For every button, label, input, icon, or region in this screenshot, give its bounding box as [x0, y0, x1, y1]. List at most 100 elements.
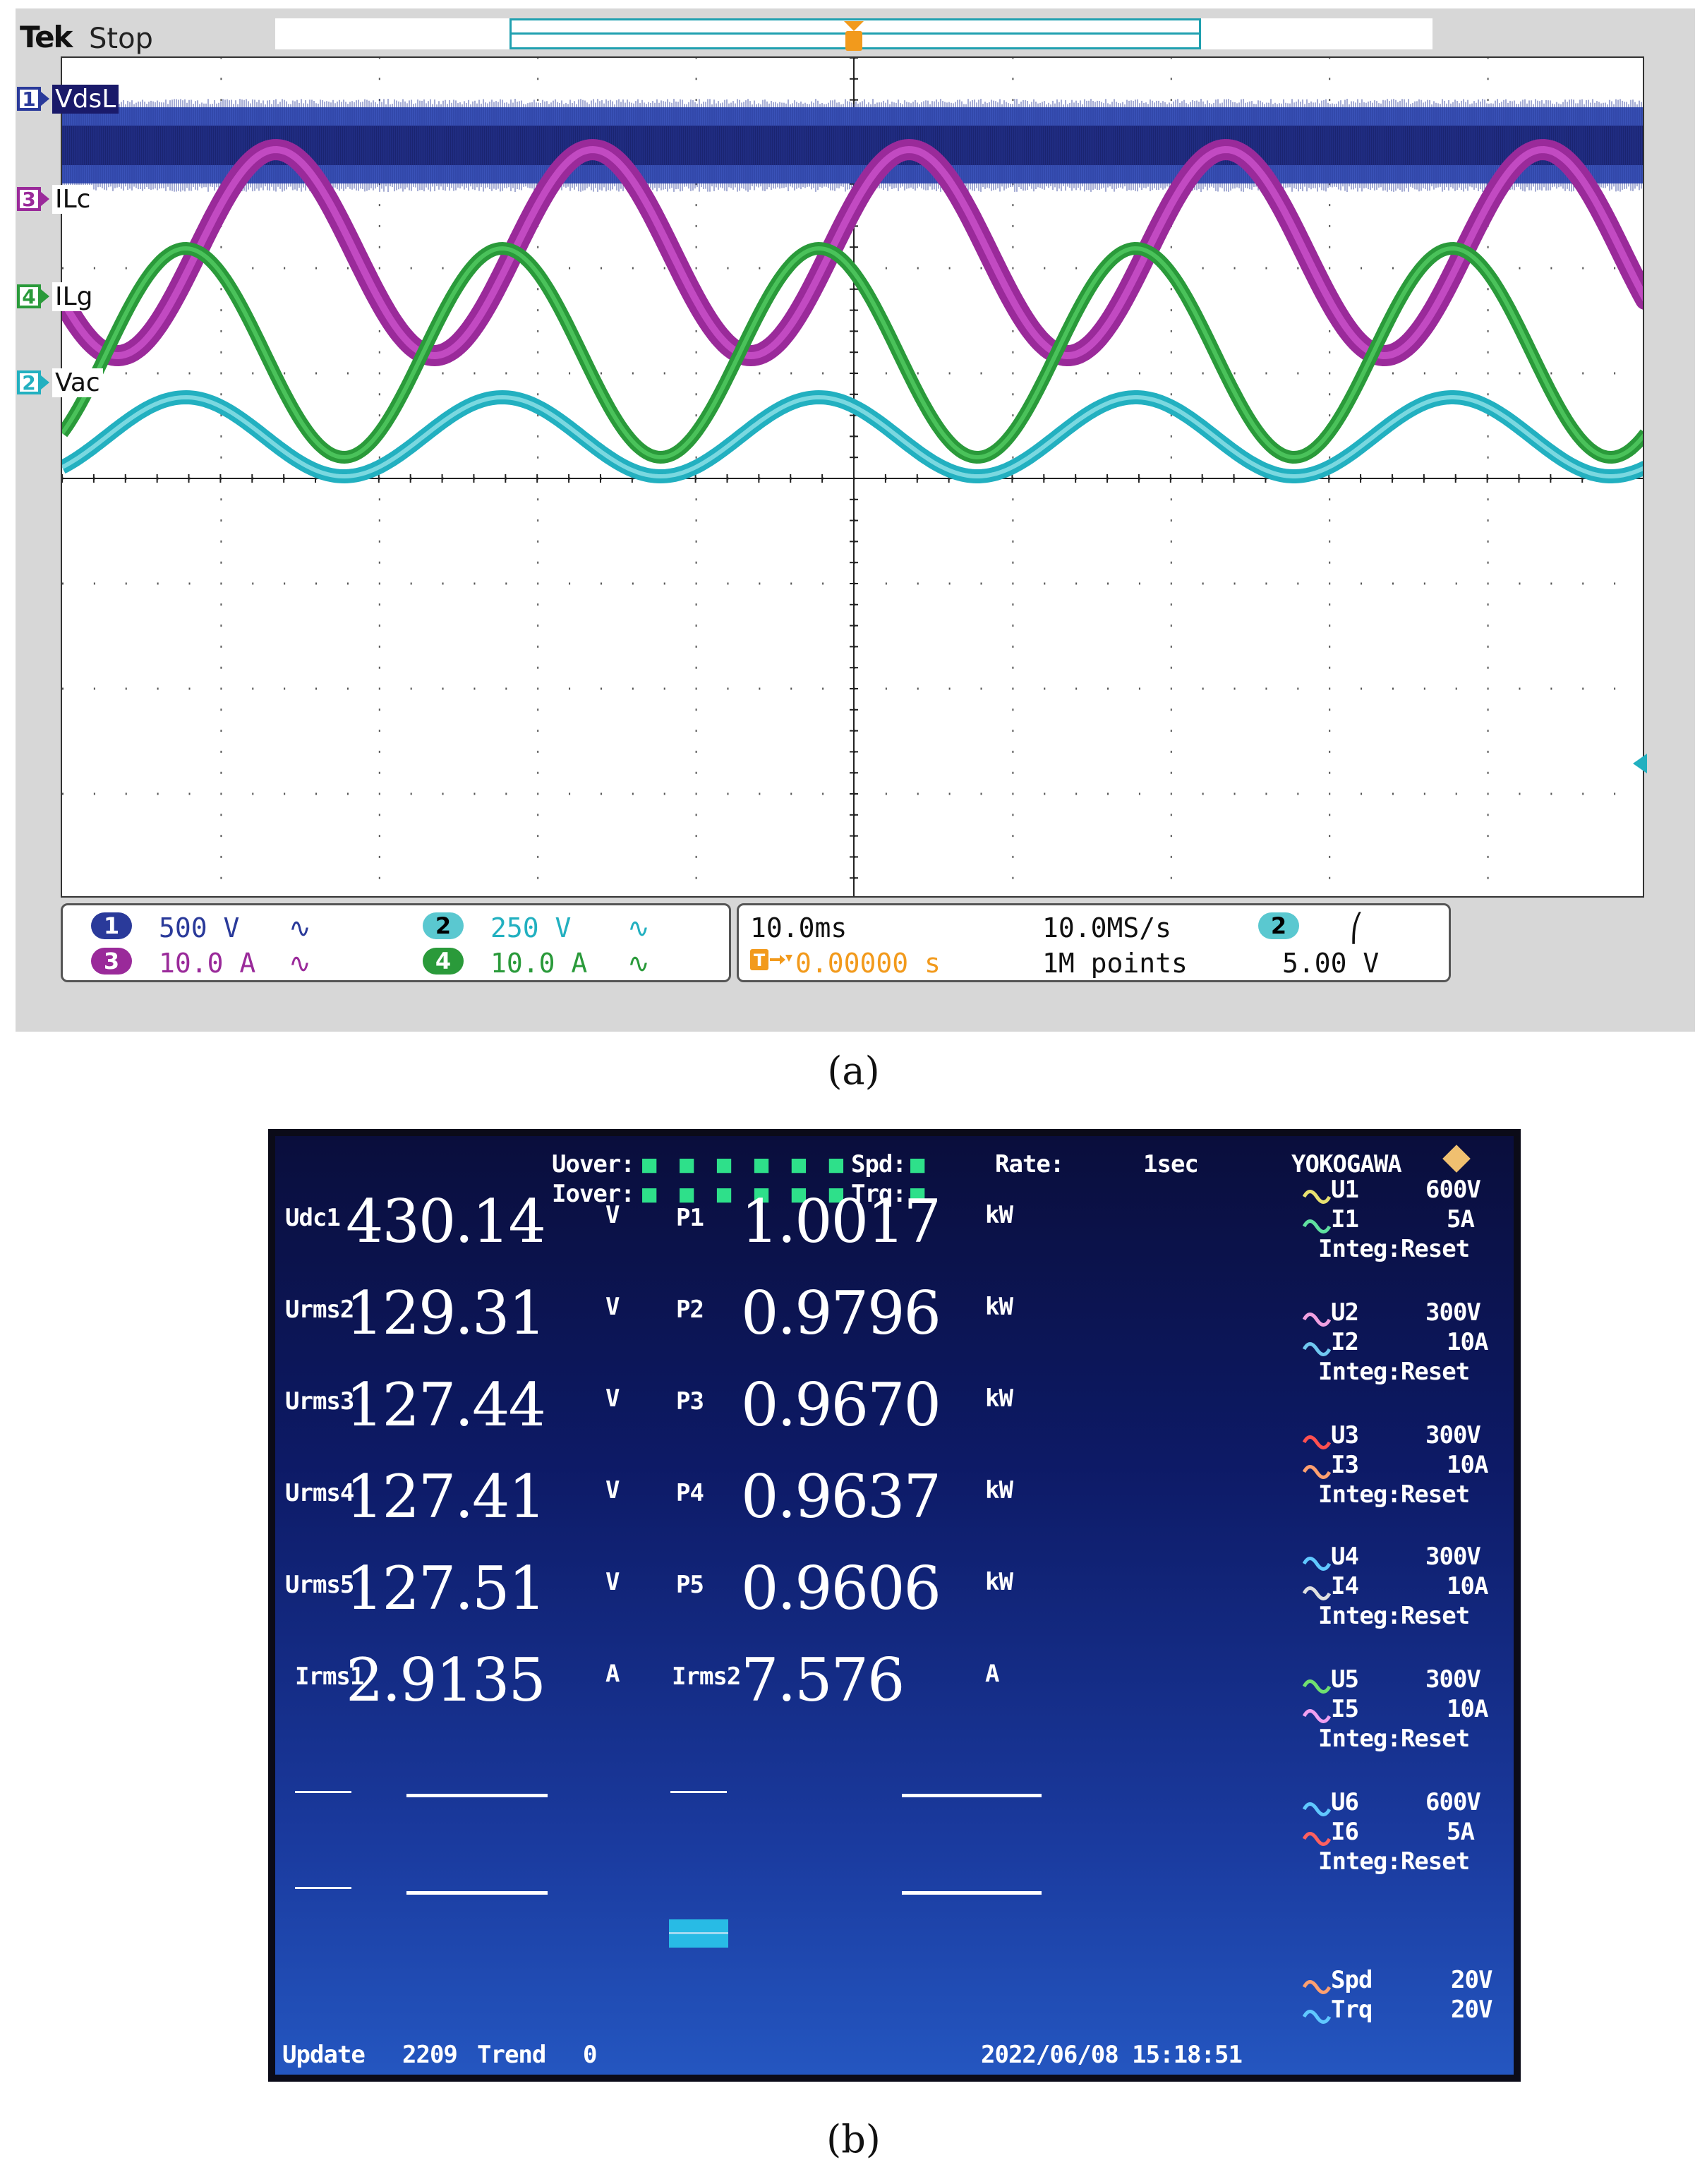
- channel-1-pill: 1: [91, 912, 132, 939]
- channel-3-number: 3: [17, 187, 41, 211]
- cursor-block: [669, 1919, 728, 1948]
- element-4-i-label: I4: [1331, 1572, 1358, 1600]
- empty-right-value-1: [902, 1794, 1042, 1797]
- row-4-right-label: P4: [676, 1479, 704, 1507]
- channel-3-marker: 3 ILc: [17, 185, 93, 213]
- row-1-left-value: 430.14: [346, 1187, 545, 1256]
- row-3-right-unit: kW: [985, 1384, 1013, 1413]
- element-5-u-wave-icon: [1303, 1671, 1331, 1699]
- spd-wave-icon: [1303, 1972, 1331, 2000]
- element-2-u-wave-icon: [1303, 1304, 1331, 1332]
- row-2-right-unit: kW: [985, 1293, 1013, 1321]
- row-5-left-unit: V: [605, 1568, 619, 1596]
- empty-left-label-2: [295, 1887, 351, 1889]
- element-3-u-wave-icon: [1303, 1427, 1331, 1455]
- element-3-u-label: U3: [1331, 1421, 1358, 1449]
- channel-2-label: Vac: [52, 368, 103, 397]
- element-3-integ-status: Integ:Reset: [1318, 1480, 1469, 1509]
- channel-4-pill: 4: [423, 948, 464, 975]
- update-label: Update: [282, 2041, 365, 2069]
- channel-4-coupling-icon: ∿: [627, 948, 650, 979]
- oscilloscope-panel: Tek Stop T 1 VdsL 3 ILc 4 ILg 2 Vac 1 50…: [16, 8, 1695, 1032]
- element-2-integ-status: Integ:Reset: [1318, 1358, 1469, 1386]
- row-6-right-value: 7.576: [741, 1646, 903, 1715]
- trigger-level: 5.00 V: [1282, 948, 1379, 979]
- trq-wave-icon: [1303, 2001, 1331, 2029]
- element-1-u-range: 600V: [1425, 1176, 1480, 1204]
- yokogawa-logo: YOKOGAWA: [1291, 1150, 1401, 1178]
- element-2-i-label: I2: [1331, 1328, 1358, 1356]
- row-6-left-value: 2.9135: [346, 1646, 545, 1715]
- channel-2-number: 2: [17, 370, 41, 394]
- element-4-i-range: 10A: [1447, 1572, 1488, 1600]
- element-5-i-label: I5: [1331, 1695, 1358, 1723]
- uover-indicators: ■ ■ ■ ■ ■ ■: [642, 1150, 848, 1178]
- row-2-right-label: P2: [676, 1296, 704, 1324]
- row-6-right-label: Irms2: [672, 1663, 740, 1691]
- element-5-u-range: 300V: [1425, 1665, 1480, 1694]
- row-3-right-label: P3: [676, 1387, 704, 1416]
- row-4-right-value: 0.9637: [741, 1462, 940, 1531]
- run-status: Stop: [89, 23, 153, 55]
- spd-range: 20V: [1451, 1966, 1492, 1994]
- caption-a: (a): [0, 1049, 1707, 1093]
- scope-readout: 1 500 V ∿ 2 250 V ∿ 3 10.0 A ∿ 4 10.0 A …: [61, 903, 1644, 984]
- element-1-integ-status: Integ:Reset: [1318, 1235, 1469, 1263]
- channel-4-number: 4: [17, 284, 41, 308]
- horizontal-position: 0.00000 s: [795, 948, 941, 979]
- row-1-left-unit: V: [605, 1201, 619, 1229]
- update-count: 2209: [402, 2041, 457, 2069]
- row-1-right-unit: kW: [985, 1201, 1013, 1229]
- channel-1-scale: 500 V: [159, 912, 239, 943]
- channel-4-label: ILg: [52, 282, 96, 311]
- empty-left-value-1: [406, 1794, 548, 1797]
- yokogawa-diamond-icon: [1442, 1145, 1471, 1173]
- element-6-integ-status: Integ:Reset: [1318, 1847, 1469, 1876]
- row-3-left-unit: V: [605, 1384, 619, 1413]
- iover-label: Iover:: [552, 1180, 634, 1208]
- row-5-right-value: 0.9606: [741, 1554, 940, 1623]
- row-1-right-value: 1.0017: [741, 1187, 940, 1256]
- element-4-integ-status: Integ:Reset: [1318, 1602, 1469, 1630]
- spd-label: Spd: [1331, 1966, 1372, 1994]
- row-5-right-label: P5: [676, 1571, 704, 1599]
- spd-status-label: Spd:: [851, 1150, 906, 1178]
- record-length: 1M points: [1042, 948, 1188, 979]
- channel-1-coupling-icon: ∿: [289, 912, 311, 943]
- element-5-u-label: U5: [1331, 1665, 1358, 1694]
- trigger-position-icon: [841, 21, 867, 52]
- channel-2-scale: 250 V: [490, 912, 571, 943]
- tek-logo: Tek: [20, 20, 72, 54]
- element-5-integ-status: Integ:Reset: [1318, 1725, 1469, 1753]
- element-6-u-wave-icon: [1303, 1794, 1331, 1822]
- channel-4-scale: 10.0 A: [490, 948, 587, 979]
- trq-range: 20V: [1451, 1996, 1492, 2024]
- row-3-right-value: 0.9670: [741, 1370, 940, 1440]
- empty-left-value-2: [406, 1891, 548, 1895]
- channel-2-arrow-icon: [41, 375, 49, 390]
- element-1-u-label: U1: [1331, 1176, 1358, 1204]
- row-6-left-unit: A: [605, 1660, 619, 1688]
- element-4-u-range: 300V: [1425, 1543, 1480, 1571]
- element-1-u-wave-icon: [1303, 1181, 1331, 1209]
- channel-4-marker: 4 ILg: [17, 282, 96, 310]
- row-1-right-label: P1: [676, 1204, 704, 1232]
- channel-3-coupling-icon: ∿: [289, 948, 311, 979]
- trigger-level-marker: [1633, 754, 1647, 773]
- channel-1-label: VdsL: [52, 85, 119, 114]
- date-time: 2022/06/08 15:18:51: [981, 2041, 1242, 2069]
- trigger-offset-icon: T: [750, 946, 792, 973]
- svg-text:T: T: [754, 951, 766, 970]
- power-analyzer-panel: Uover: ■ ■ ■ ■ ■ ■ Iover: ■ ■ ■ ■ ■ ■ Sp…: [268, 1129, 1521, 2082]
- channel-3-pill: 3: [91, 948, 132, 975]
- element-1-i-label: I1: [1331, 1205, 1358, 1233]
- row-4-right-unit: kW: [985, 1476, 1013, 1504]
- timebase: 10.0ms: [750, 912, 847, 943]
- scope-screen: [61, 56, 1644, 898]
- trq-label: Trq: [1331, 1996, 1372, 2024]
- element-2-u-range: 300V: [1425, 1298, 1480, 1327]
- channel-3-scale: 10.0 A: [159, 948, 255, 979]
- empty-left-label-1: [295, 1791, 351, 1793]
- row-4-left-label: Urms4: [285, 1479, 354, 1507]
- element-3-i-range: 10A: [1447, 1451, 1488, 1479]
